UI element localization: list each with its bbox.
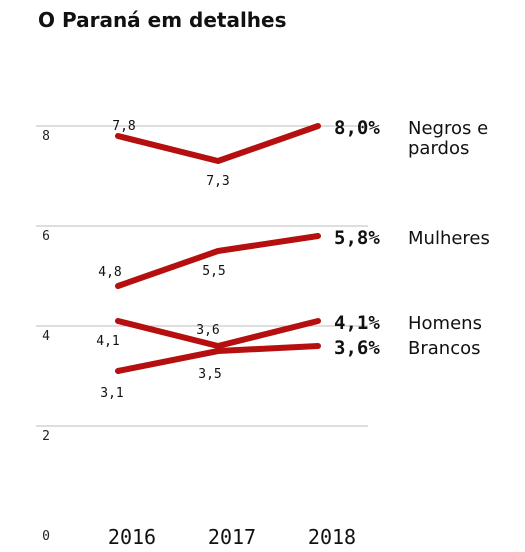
- end-value-label: 5,8%: [334, 227, 380, 249]
- series-line-0: [115, 123, 321, 164]
- x-tick-label: 2018: [308, 525, 356, 549]
- series-line-2: [115, 318, 321, 349]
- y-tick-label: 8: [42, 129, 50, 144]
- y-tick-label: 2: [42, 429, 50, 444]
- data-label: 4,1: [96, 334, 119, 349]
- y-tick-label: 4: [42, 329, 50, 344]
- data-label: 3,1: [100, 386, 123, 401]
- series-line-1: [115, 233, 321, 289]
- series-name-label: Negros e: [408, 118, 488, 139]
- data-label: 3,5: [198, 367, 221, 382]
- data-label: 5,5: [202, 264, 225, 279]
- series-name-label: Homens: [408, 313, 482, 334]
- data-label: 7,3: [206, 174, 229, 189]
- y-tick-label: 6: [42, 229, 50, 244]
- end-value-label: 8,0%: [334, 117, 380, 139]
- chart-title: O Paraná em detalhes: [38, 8, 287, 32]
- series-name-label: pardos: [408, 138, 469, 159]
- series-line-3: [115, 343, 321, 374]
- end-value-label: 4,1%: [334, 312, 380, 334]
- series-name-label: Mulheres: [408, 228, 490, 249]
- data-label: 3,6: [196, 323, 219, 338]
- y-tick-label: 0: [42, 529, 50, 544]
- x-tick-label: 2017: [208, 525, 256, 549]
- series-name-label: Brancos: [408, 338, 480, 359]
- data-label: 7,8: [112, 119, 135, 134]
- data-label: 4,8: [98, 265, 121, 280]
- x-tick-label: 2016: [108, 525, 156, 549]
- end-value-label: 3,6%: [334, 337, 380, 359]
